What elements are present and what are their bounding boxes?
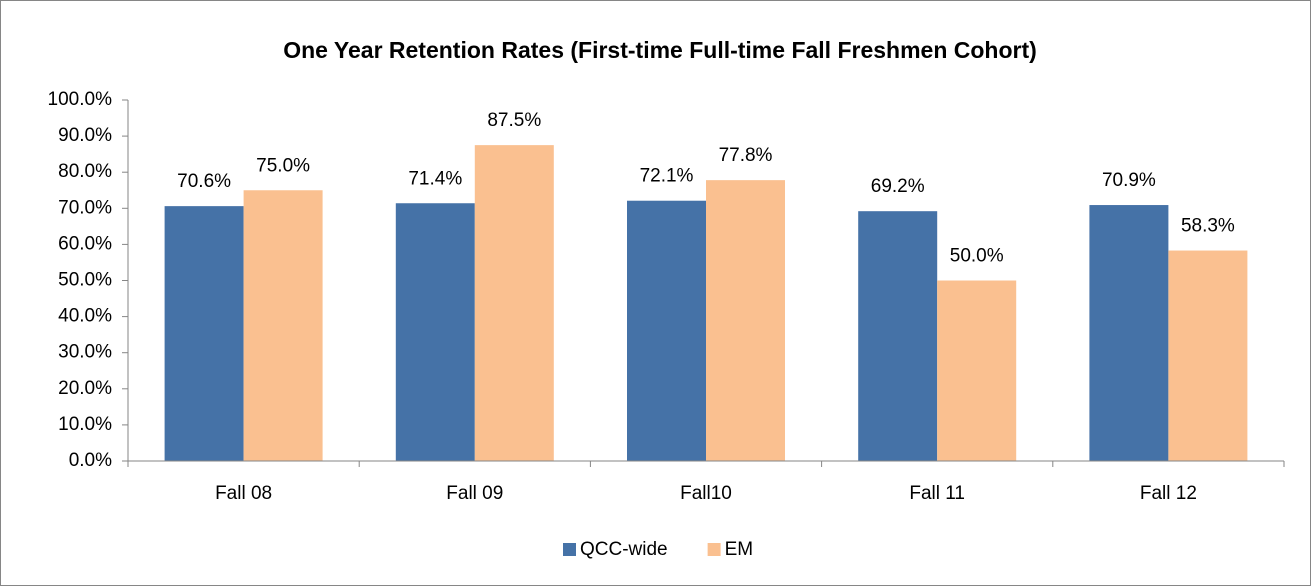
y-tick-label: 70.0% — [58, 197, 112, 218]
x-tick-label: Fall 08 — [215, 483, 272, 504]
bar — [395, 203, 475, 461]
value-label: 87.5% — [487, 110, 541, 131]
y-tick-label: 50.0% — [58, 270, 112, 291]
value-label: 77.8% — [719, 145, 773, 166]
x-tick-label: Fall 12 — [1140, 483, 1197, 504]
y-tick-label: 0.0% — [69, 450, 112, 471]
legend-swatch — [707, 543, 721, 556]
y-tick-label: 40.0% — [58, 306, 112, 327]
bar — [243, 190, 323, 461]
y-tick-label: 60.0% — [58, 233, 112, 254]
y-tick-label: 80.0% — [58, 161, 112, 182]
chart-title: One Year Retention Rates (First-time Ful… — [283, 37, 1037, 63]
value-label: 71.4% — [408, 168, 462, 189]
y-tick-label: 90.0% — [58, 125, 112, 146]
bar — [164, 206, 244, 461]
bar — [1168, 250, 1248, 461]
x-tick-label: Fall 09 — [446, 483, 503, 504]
value-label: 69.2% — [871, 176, 925, 197]
y-tick-label: 30.0% — [58, 342, 112, 363]
value-label: 75.0% — [256, 155, 310, 176]
value-label: 72.1% — [640, 166, 694, 187]
x-tick-label: Fall10 — [680, 483, 732, 504]
bar — [937, 280, 1017, 461]
legend-label: QCC-wide — [580, 539, 668, 560]
value-label: 70.9% — [1102, 170, 1156, 191]
legend-label: EM — [725, 539, 754, 560]
bar — [627, 200, 706, 461]
value-label: 50.0% — [950, 246, 1004, 267]
bar — [474, 145, 554, 461]
bar — [706, 180, 785, 461]
x-tick-label: Fall 11 — [909, 483, 965, 504]
legend-swatch — [563, 543, 576, 556]
bar — [858, 211, 938, 461]
y-tick-label: 100.0% — [48, 89, 113, 110]
y-tick-label: 20.0% — [58, 378, 112, 399]
bar — [1089, 205, 1169, 461]
value-label: 70.6% — [177, 171, 231, 192]
value-label: 58.3% — [1181, 216, 1235, 237]
y-tick-label: 10.0% — [58, 414, 112, 435]
